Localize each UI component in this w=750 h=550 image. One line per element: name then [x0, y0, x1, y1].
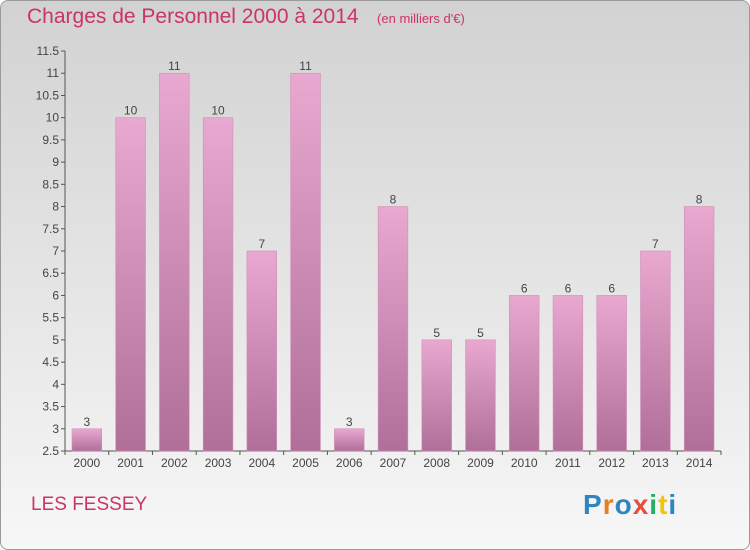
- bar-2014: [683, 206, 715, 452]
- label-layer: 2000 3 2001 10 2002 11 2003 10 2004 7 2005 11 2006 3 2…: [74, 59, 713, 470]
- x-tick-label-2000: 2000: [74, 456, 101, 470]
- commune-name: LES FESSEY: [31, 494, 148, 515]
- value-label-2001: 10: [124, 104, 138, 118]
- value-label-2007: 8: [390, 193, 397, 207]
- x-tick-label-2003: 2003: [205, 456, 232, 470]
- logo-letter: P: [583, 489, 603, 520]
- x-tick-label-2002: 2002: [161, 456, 188, 470]
- value-label-2008: 5: [433, 326, 440, 340]
- bar-2012: [596, 295, 627, 452]
- bar-2005: [290, 72, 321, 452]
- bar-2000: [71, 428, 103, 452]
- y-tick-label: 3.5: [42, 400, 59, 414]
- bar-2003: [202, 117, 234, 452]
- value-label-2013: 7: [652, 237, 659, 251]
- y-tick-label: 9: [52, 155, 59, 169]
- value-label-2006: 3: [346, 415, 353, 429]
- value-label-2002: 11: [168, 59, 181, 73]
- logo-letter: o: [614, 489, 633, 520]
- y-tick-label: 7: [52, 244, 59, 258]
- value-label-2010: 6: [521, 281, 528, 295]
- proxiti-logo: Proxiti: [583, 489, 677, 521]
- bar-2009: [465, 339, 496, 452]
- x-tick-label-2006: 2006: [336, 456, 363, 470]
- x-tick-label-2011: 2011: [555, 456, 581, 470]
- x-tick-label-2004: 2004: [248, 456, 275, 470]
- bar-2002: [159, 72, 190, 452]
- logo-letter: r: [602, 489, 615, 520]
- y-tick-label: 8.5: [42, 177, 59, 191]
- x-tick-label-2009: 2009: [467, 456, 494, 470]
- x-tick-label-2013: 2013: [642, 456, 669, 470]
- x-tick-label-2014: 2014: [686, 456, 713, 470]
- bar-2013: [640, 250, 671, 452]
- bar-2006: [334, 428, 365, 452]
- bar-2008: [421, 339, 452, 452]
- y-tick-label: 2.5: [42, 444, 59, 458]
- bar-2004: [246, 250, 277, 452]
- chart-title: Charges de Personnel 2000 à 2014: [27, 5, 359, 28]
- value-label-2000: 3: [84, 415, 91, 429]
- bar-2010: [509, 295, 540, 452]
- x-tick-label-2007: 2007: [380, 456, 407, 470]
- y-tick-label: 5.5: [42, 311, 59, 325]
- x-tick-label-2001: 2001: [117, 456, 144, 470]
- x-tick-label-2008: 2008: [423, 456, 450, 470]
- y-tick-label: 6.5: [42, 266, 59, 280]
- y-tick-label: 11: [47, 66, 60, 80]
- bar-layer: [71, 72, 715, 452]
- y-tick-label: 10.5: [36, 88, 60, 102]
- logo-letter: t: [658, 489, 669, 520]
- y-tick-label: 3: [52, 422, 59, 436]
- x-tick-label-2010: 2010: [511, 456, 538, 470]
- value-label-2004: 7: [258, 237, 265, 251]
- y-tick-label: 6: [52, 288, 59, 302]
- y-tick-label: 10: [46, 111, 60, 125]
- chart-title-block: Charges de Personnel 2000 à 2014 (en mil…: [27, 5, 465, 29]
- value-label-2003: 10: [211, 104, 225, 118]
- y-tick-label: 9.5: [42, 133, 59, 147]
- y-tick-label: 7.5: [42, 222, 59, 236]
- value-label-2005: 11: [299, 59, 312, 73]
- x-tick-label-2005: 2005: [292, 456, 319, 470]
- y-tick-label: 5: [52, 333, 59, 347]
- y-tick-label: 11.5: [37, 44, 60, 58]
- value-label-2012: 6: [608, 281, 615, 295]
- logo-letter: i: [668, 489, 678, 520]
- y-tick-label: 8: [52, 200, 59, 214]
- bar-2011: [552, 295, 584, 452]
- chart-subtitle: (en milliers d'€): [377, 11, 465, 26]
- value-label-2011: 6: [565, 281, 572, 295]
- y-tick-label: 4: [52, 377, 59, 391]
- logo-letter: x: [632, 489, 650, 520]
- value-label-2014: 8: [696, 193, 703, 207]
- bar-2007: [377, 206, 409, 452]
- x-tick-label-2012: 2012: [598, 456, 625, 470]
- y-tick-label: 4.5: [42, 355, 59, 369]
- logo-letter: i: [649, 489, 659, 520]
- value-label-2009: 5: [477, 326, 484, 340]
- bar-2001: [115, 117, 146, 452]
